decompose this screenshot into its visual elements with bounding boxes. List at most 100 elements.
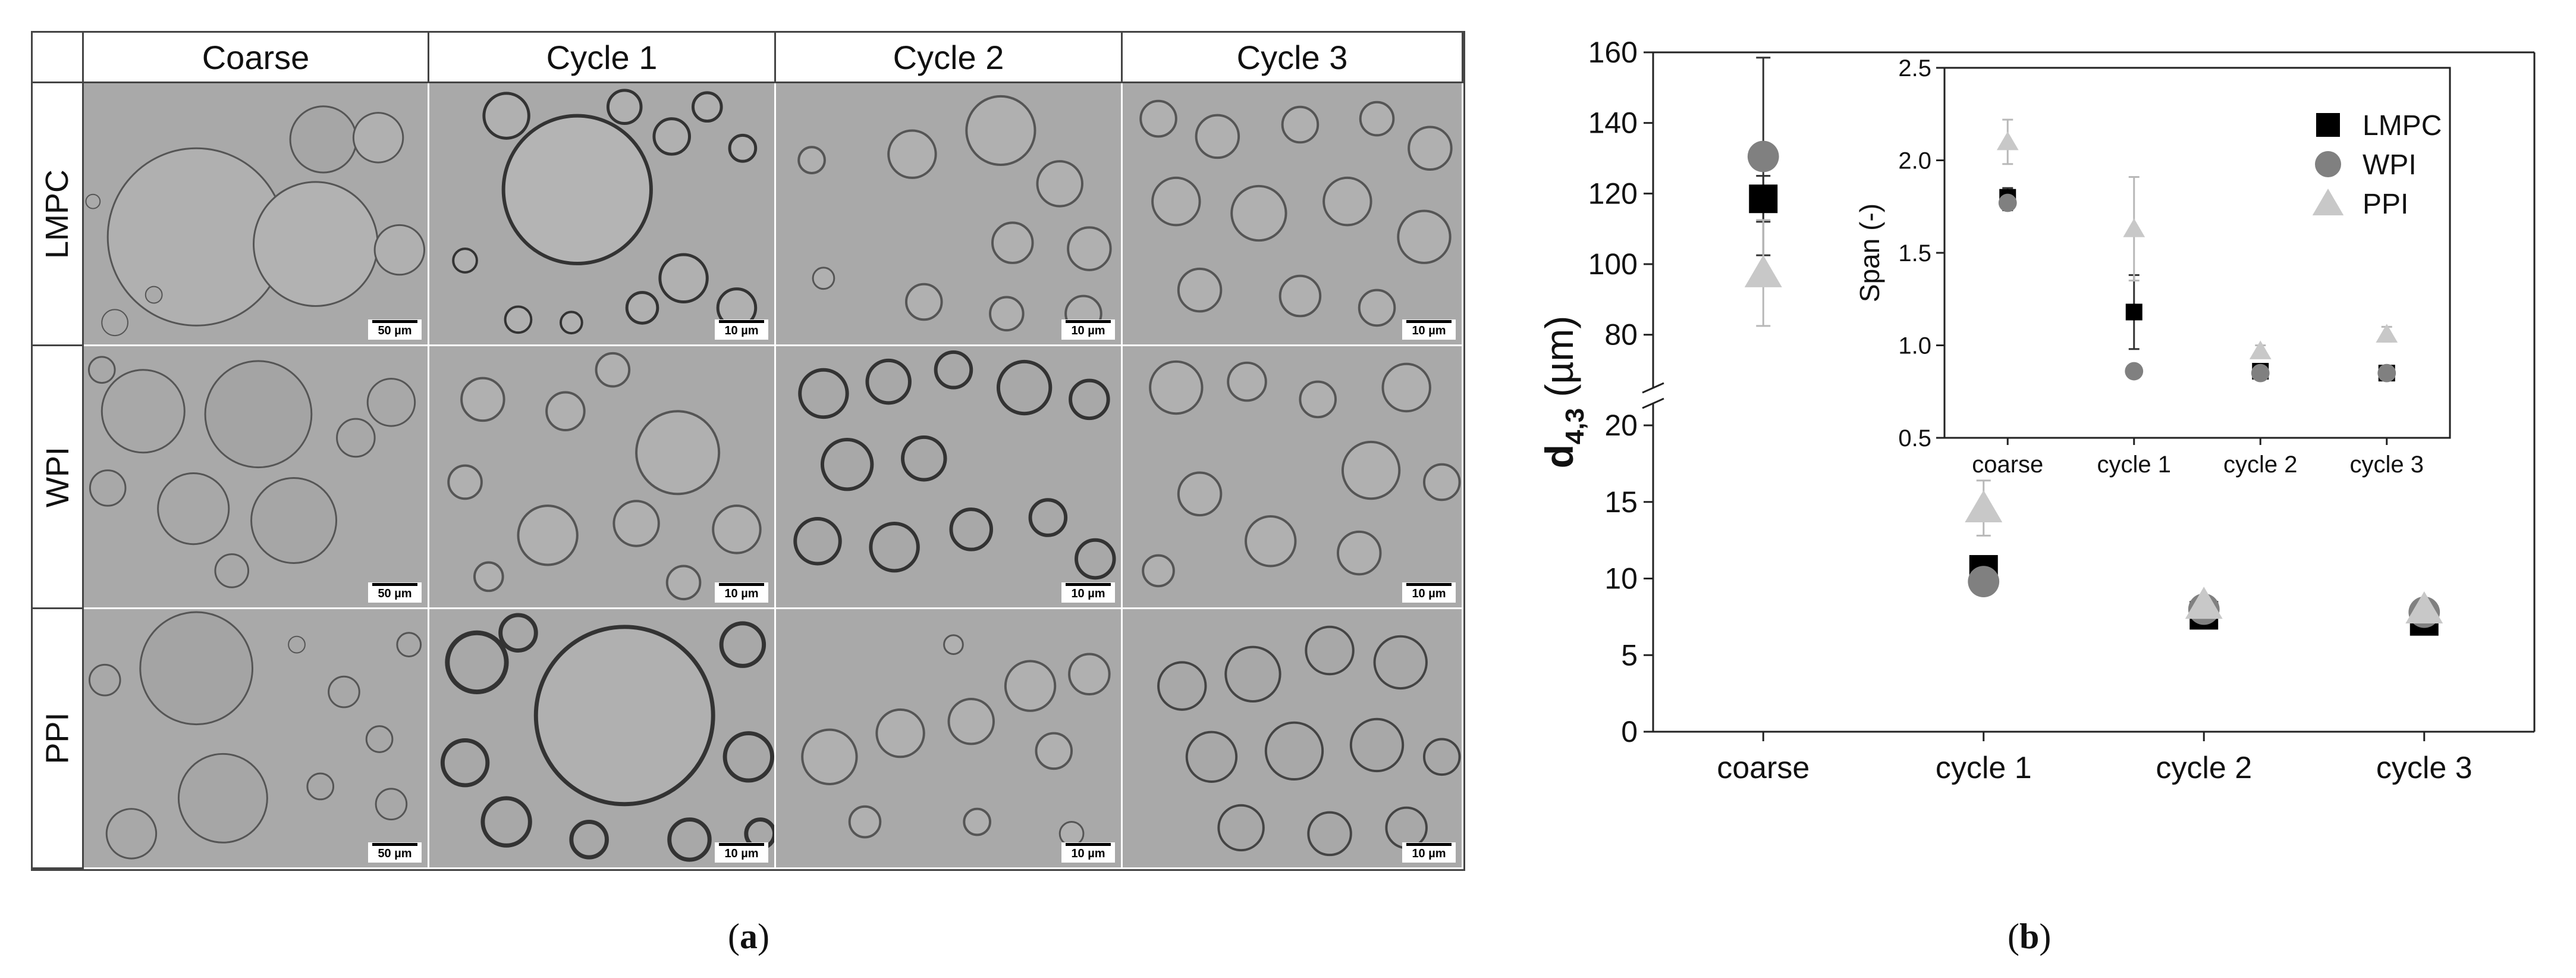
inset-y-tick-label: 1.5 [1898,240,1931,267]
scale-bar: 10 µm [1061,842,1115,863]
legend-label-ppi: PPI [2363,189,2408,220]
x-tick-label: cycle 2 [2156,751,2252,785]
axis-break-mark [1642,382,1664,394]
inset-y-tick-label: 1.0 [1898,333,1931,359]
panel-label-a: (a) [728,917,769,956]
droplets-lmpc-coarse [85,105,426,337]
scale-bar-label: 10 µm [1071,324,1105,337]
data-point-lmpc [1749,184,1778,214]
y-tick-label: 10 [1604,562,1638,595]
micrograph-ppi-cycle-2: 10 µm [776,609,1123,869]
column-header-cycle-1: Cycle 1 [429,33,776,83]
micrograph-lmpc-cycle-2: 10 µm [776,83,1123,346]
row-label-wpi: WPI [39,446,76,507]
scale-bar-label: 50 µm [378,847,412,860]
legend-marker-lmpc [2316,113,2340,137]
x-tick-label: cycle 3 [2376,751,2473,785]
droplets-wpi-cycle-1 [447,352,762,601]
micrograph-wpi-cycle-3: 10 µm [1123,346,1463,609]
d43-chart: 80 100 120 140 160 0 5 10 15 20 coarse cycle 1 cycle… [1537,36,2536,785]
data-point-ppi [1744,255,1782,287]
scale-bar-label: 50 µm [378,324,412,337]
droplets-lmpc-cycle-3 [1139,99,1453,327]
scale-bar: 50 µm [368,582,422,603]
legend-marker-ppi [2312,189,2344,215]
scale-bar: 10 µm [1061,582,1115,603]
inset-data-point-wpi [2125,362,2144,381]
y-tick-label: 140 [1588,106,1638,140]
micrograph-ppi-cycle-1: 10 µm [429,609,776,869]
micrograph-ppi-cycle-3: 10 µm [1123,609,1463,869]
column-header-cycle-2: Cycle 2 [776,33,1123,83]
inset-x-tick-label: cycle 1 [2097,452,2172,478]
legend-label-wpi: WPI [2363,149,2417,181]
scale-bar: 50 µm [368,319,422,340]
inset-data-point-ppi [1996,131,2019,151]
inset-data-point-wpi [2251,363,2270,383]
micrograph-panel: Coarse Cycle 1 Cycle 2 Cycle 3 LMPC WPI … [31,31,1465,871]
droplets-wpi-coarse [87,356,416,588]
micrograph-grid: Coarse Cycle 1 Cycle 2 Cycle 3 LMPC WPI … [31,31,1465,871]
row-label-ppi: PPI [39,712,76,764]
y-tick-label: 100 [1588,247,1638,281]
inset-data-point-ppi [2376,324,2398,343]
scale-bar-label: 50 µm [378,587,412,600]
row-label-lmpc: LMPC [39,169,76,259]
data-point-ppi [1965,490,2003,523]
data-point-wpi [1968,566,2000,598]
row-header-wpi: WPI [33,346,84,609]
droplets-wpi-cycle-3 [1142,360,1461,588]
y-tick-label: 120 [1588,177,1638,210]
inset-y-tick-label: 2.5 [1898,55,1931,82]
legend-label-lmpc: LMPC [2363,110,2442,142]
axis-break-mark [1642,397,1664,409]
droplets-lmpc-cycle-2 [797,95,1112,333]
y-tick-label: 15 [1604,485,1638,519]
scale-bar-label: 10 µm [724,847,759,860]
legend-marker-wpi [2315,151,2341,177]
droplets-ppi-coarse [88,611,422,860]
scale-bar: 10 µm [715,319,768,340]
inset-y-tick-label: 0.5 [1898,425,1931,452]
inset-x-tick-label: cycle 2 [2223,452,2298,478]
scale-bar-label: 10 µm [724,324,759,337]
data-point-wpi [1747,140,1779,173]
micrograph-wpi-coarse: 50 µm [84,346,429,609]
y-axis-label: d4,3 (µm) [1537,316,1589,469]
inset-x-tick-label: cycle 3 [2350,452,2424,478]
scale-bar: 10 µm [1402,319,1456,340]
micrograph-wpi-cycle-2: 10 µm [776,346,1123,609]
inset-data-point-wpi [1998,193,2017,212]
y-tick-label: 5 [1621,638,1638,672]
row-header-lmpc: LMPC [33,83,84,346]
scale-bar-label: 10 µm [1412,324,1446,337]
y-tick-label: 20 [1604,409,1638,442]
scale-bar: 10 µm [1402,582,1456,603]
inset-x-tick-label: coarse [1972,452,2043,478]
micrograph-ppi-coarse: 50 µm [84,609,429,869]
micrograph-wpi-cycle-1: 10 µm [429,346,776,609]
data-point-ppi [2185,587,2223,619]
scale-bar: 10 µm [715,582,768,603]
data-point-ppi [2405,591,2443,623]
droplets-ppi-cycle-3 [1157,625,1461,857]
y-tick-label: 160 [1588,36,1638,69]
x-tick-label: coarse [1717,751,1810,785]
y-tick-label: 0 [1621,715,1638,748]
droplets-wpi-cycle-2 [793,350,1116,580]
scale-bar: 50 µm [368,842,422,863]
panel-label-b: (b) [2008,917,2052,956]
droplets-ppi-cycle-1 [440,613,774,862]
inset-y-axis-label: Span (-) [1854,203,1885,302]
droplets-ppi-cycle-2 [801,634,1111,847]
scale-bar: 10 µm [715,842,768,863]
y-tick-label: 80 [1604,318,1638,352]
scale-bar-label: 10 µm [1071,847,1105,860]
micrograph-lmpc-cycle-3: 10 µm [1123,83,1463,346]
inset-frame [1943,67,2451,439]
grid-corner [33,33,84,83]
scale-bar: 10 µm [1402,842,1456,863]
inset-data-point-wpi [2377,363,2396,383]
droplets-lmpc-cycle-1 [452,89,758,335]
micrograph-lmpc-cycle-1: 10 µm [429,83,776,346]
